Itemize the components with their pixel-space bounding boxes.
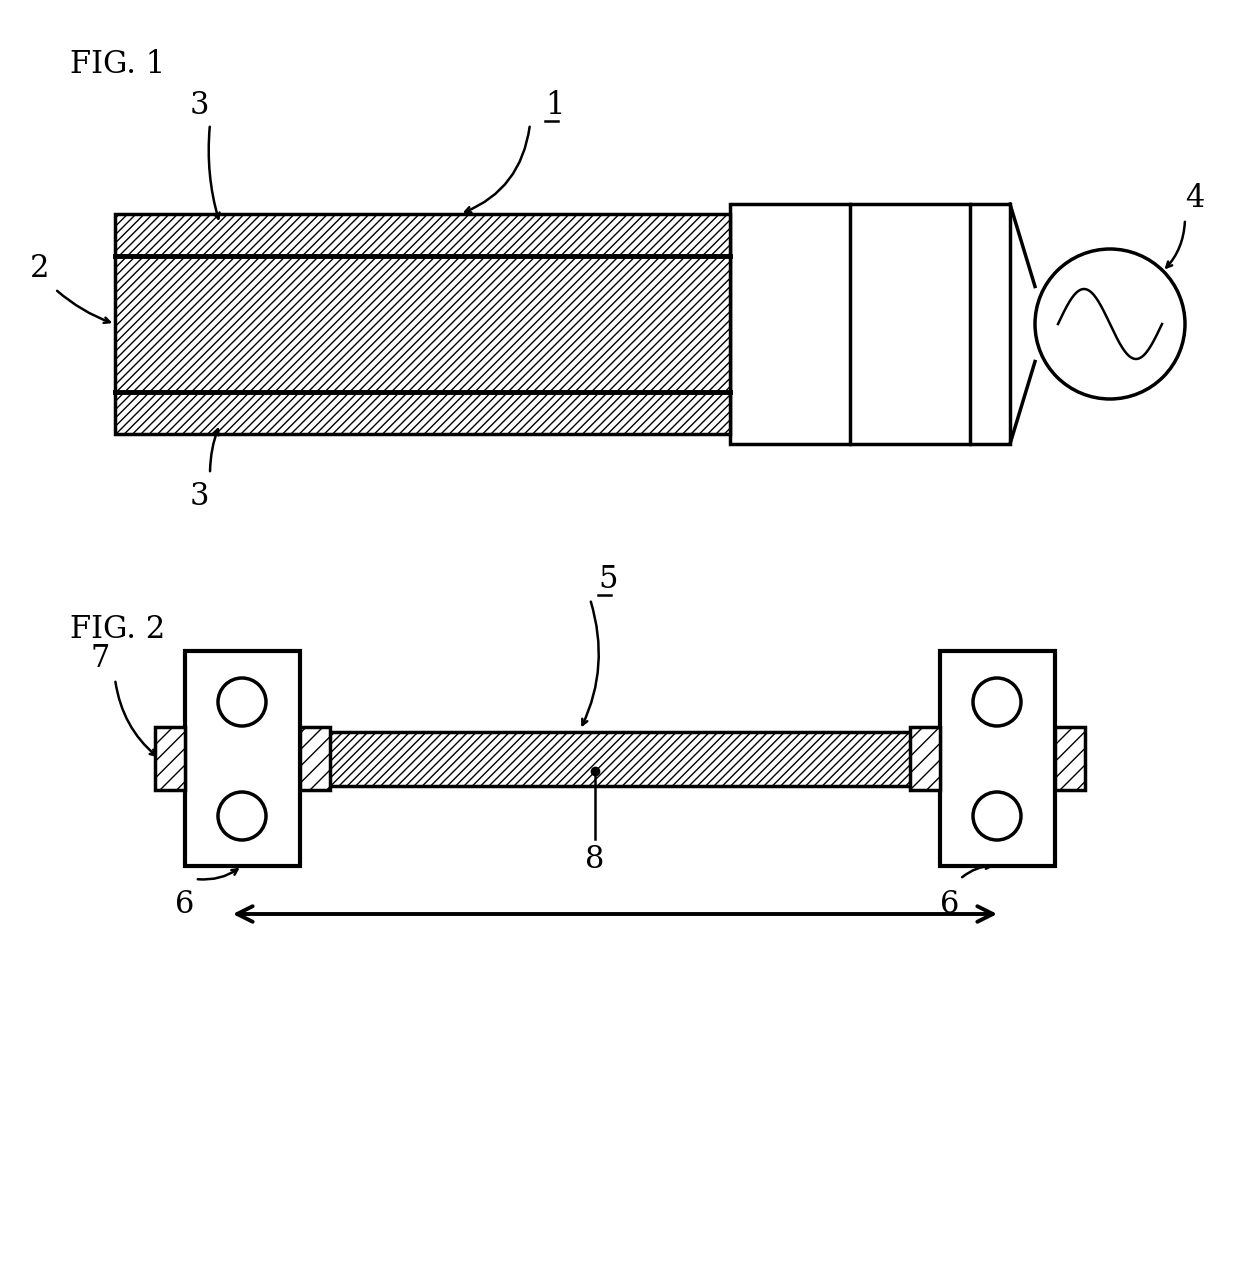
Text: 3: 3: [190, 90, 210, 121]
Text: 2: 2: [30, 253, 50, 284]
Bar: [730, 204, 849, 444]
Text: 3: 3: [190, 481, 210, 511]
Bar: [1055, 727, 1085, 791]
Circle shape: [973, 792, 1021, 840]
Text: FIG. 1: FIG. 1: [69, 49, 165, 80]
Circle shape: [218, 678, 267, 726]
Text: 7: 7: [91, 643, 109, 674]
Bar: [155, 727, 185, 791]
Bar: [185, 651, 300, 865]
Bar: [300, 727, 330, 791]
Text: 6: 6: [940, 890, 960, 920]
Text: 1: 1: [546, 90, 564, 121]
Text: 8: 8: [585, 844, 605, 876]
Circle shape: [218, 792, 267, 840]
Bar: [115, 256, 730, 392]
Bar: [970, 204, 1011, 444]
Text: 4: 4: [1185, 183, 1204, 214]
Text: FIG. 2: FIG. 2: [69, 614, 165, 645]
Bar: [265, 732, 975, 786]
Text: 6: 6: [175, 890, 195, 920]
Bar: [910, 727, 940, 791]
Bar: [115, 392, 730, 434]
Circle shape: [973, 678, 1021, 726]
Text: 5: 5: [598, 563, 618, 595]
Bar: [940, 651, 1055, 865]
Circle shape: [1035, 249, 1185, 398]
Bar: [115, 214, 730, 256]
